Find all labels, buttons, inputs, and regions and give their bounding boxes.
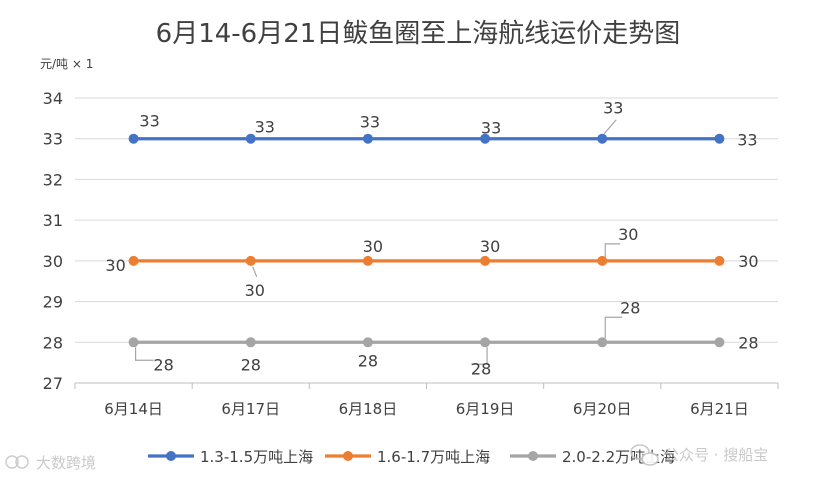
x-axis-ticks: 6月14日 6月17日 6月18日 6月19日 6月20日 6月21日 <box>74 383 779 418</box>
y-tick-label: 28 <box>43 333 63 352</box>
series-1: 33 33 33 33 33 33 <box>128 99 758 150</box>
data-point <box>714 255 725 266</box>
data-label: 33 <box>481 119 501 138</box>
x-tick-label: 6月18日 <box>339 400 398 418</box>
data-point <box>597 337 608 348</box>
data-label: 28 <box>241 355 261 374</box>
data-point <box>714 337 725 348</box>
legend-marker <box>343 451 353 461</box>
y-tick-label: 29 <box>43 293 63 312</box>
legend-marker <box>166 451 176 461</box>
legend-item-1: 1.3-1.5万吨上海 <box>148 448 313 466</box>
data-point <box>128 337 139 348</box>
data-label: 30 <box>738 252 758 271</box>
legend-label: 1.6-1.7万吨上海 <box>377 448 490 466</box>
data-label-leader <box>252 266 258 278</box>
data-point <box>362 133 373 144</box>
y-tick-label: 31 <box>43 211 63 230</box>
data-label: 30 <box>245 281 265 300</box>
chart-title: 6月14-6月21日鲅鱼圈至上海航线运价走势图 <box>156 19 681 49</box>
data-label: 33 <box>737 131 757 150</box>
data-label: 30 <box>618 225 638 244</box>
data-point <box>245 255 256 266</box>
x-tick-label: 6月17日 <box>221 400 280 418</box>
data-label: 33 <box>139 112 159 131</box>
data-point <box>597 255 608 266</box>
data-point <box>362 337 373 348</box>
x-tick-label: 6月20日 <box>573 400 632 418</box>
data-label: 28 <box>738 333 758 352</box>
data-point <box>480 255 491 266</box>
data-point <box>128 255 139 266</box>
series-3: 28 28 28 28 28 28 <box>128 298 759 378</box>
wechat-icon <box>630 444 659 466</box>
y-tick-label: 33 <box>43 130 63 149</box>
data-label: 33 <box>360 113 380 132</box>
y-tick-label: 30 <box>43 252 63 271</box>
y-tick-label: 32 <box>43 170 63 189</box>
data-label: 30 <box>105 256 125 275</box>
x-tick-label: 6月14日 <box>104 400 163 418</box>
data-label: 33 <box>603 99 623 118</box>
data-label-leader <box>134 347 154 361</box>
data-label: 30 <box>480 237 500 256</box>
y-tick-label: 34 <box>43 89 63 108</box>
legend-label: 1.3-1.5万吨上海 <box>200 448 313 466</box>
y-axis-ticks: 27 28 29 30 31 32 33 34 <box>43 89 63 393</box>
data-label: 28 <box>153 355 173 374</box>
data-label: 28 <box>358 351 378 370</box>
y-axis-unit-label: 元/吨 × 1 <box>40 57 93 71</box>
data-point <box>128 133 139 144</box>
data-point <box>597 133 608 144</box>
data-label-leader <box>604 243 621 257</box>
data-label: 30 <box>363 237 383 256</box>
data-label-leader <box>603 119 617 135</box>
series-2: 30 30 30 30 30 30 <box>105 225 758 300</box>
data-point <box>245 337 256 348</box>
data-label: 28 <box>471 359 491 378</box>
data-point <box>480 337 491 348</box>
legend: 1.3-1.5万吨上海 1.6-1.7万吨上海 2.0-2.2万吨上海 <box>148 448 675 466</box>
data-point <box>362 255 373 266</box>
data-point <box>480 133 491 144</box>
data-label: 33 <box>255 118 275 137</box>
data-label-leader <box>471 347 488 365</box>
data-label: 28 <box>620 298 640 317</box>
y-tick-label: 27 <box>43 374 63 393</box>
data-label-leader <box>604 316 623 339</box>
watermark-logo-icon <box>5 455 29 469</box>
watermark-left: 大数跨境 <box>5 454 96 472</box>
legend-marker <box>528 451 538 461</box>
watermark-right-text: 公众号 · 搜船宝 <box>664 446 768 464</box>
data-point <box>714 133 725 144</box>
x-tick-label: 6月21日 <box>690 400 749 418</box>
series-group: 33 33 33 33 33 33 30 30 30 30 30 30 28 28 28 28 28 28 <box>105 99 758 379</box>
watermark-left-text: 大数跨境 <box>36 454 96 472</box>
legend-item-2: 1.6-1.7万吨上海 <box>325 448 490 466</box>
x-tick-label: 6月19日 <box>456 400 515 418</box>
data-point <box>245 133 256 144</box>
watermark-right: 公众号 · 搜船宝 <box>630 444 768 466</box>
